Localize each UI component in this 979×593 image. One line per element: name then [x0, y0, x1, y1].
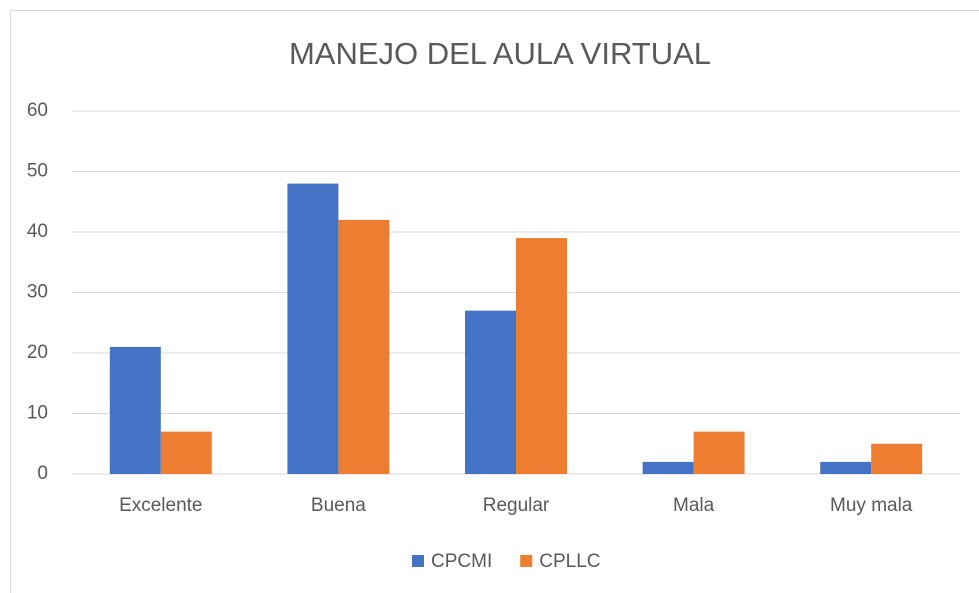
y-tick-label: 50: [27, 161, 48, 182]
x-tick-label: Excelente: [119, 495, 202, 516]
bar: [871, 443, 923, 474]
y-tick-label: 60: [27, 100, 48, 121]
x-tick-label: Regular: [483, 495, 550, 516]
chart-title: MANEJO DEL AULA VIRTUAL: [289, 36, 711, 71]
legend-label: CPLLC: [539, 551, 600, 572]
legend-swatch: [520, 555, 533, 567]
legend-label: CPCMI: [431, 551, 492, 572]
bar: [465, 310, 516, 474]
bar: [287, 183, 339, 474]
bar: [109, 346, 161, 474]
y-tick-label: 40: [27, 221, 48, 242]
bar: [693, 431, 745, 474]
bar: [338, 219, 390, 474]
y-tick-label: 20: [27, 342, 48, 363]
bar: [516, 238, 567, 474]
y-tick-label: 30: [27, 282, 48, 303]
y-tick-label: 10: [27, 403, 48, 424]
bar: [820, 461, 872, 474]
x-tick-label: Buena: [311, 495, 366, 516]
bar: [642, 461, 694, 474]
legend-swatch: [412, 555, 424, 567]
chart-frame: [10, 10, 979, 593]
bar: [160, 431, 212, 474]
y-tick-label: 0: [37, 463, 48, 484]
x-tick-label: Muy mala: [830, 495, 913, 516]
x-tick-label: Mala: [673, 495, 715, 516]
